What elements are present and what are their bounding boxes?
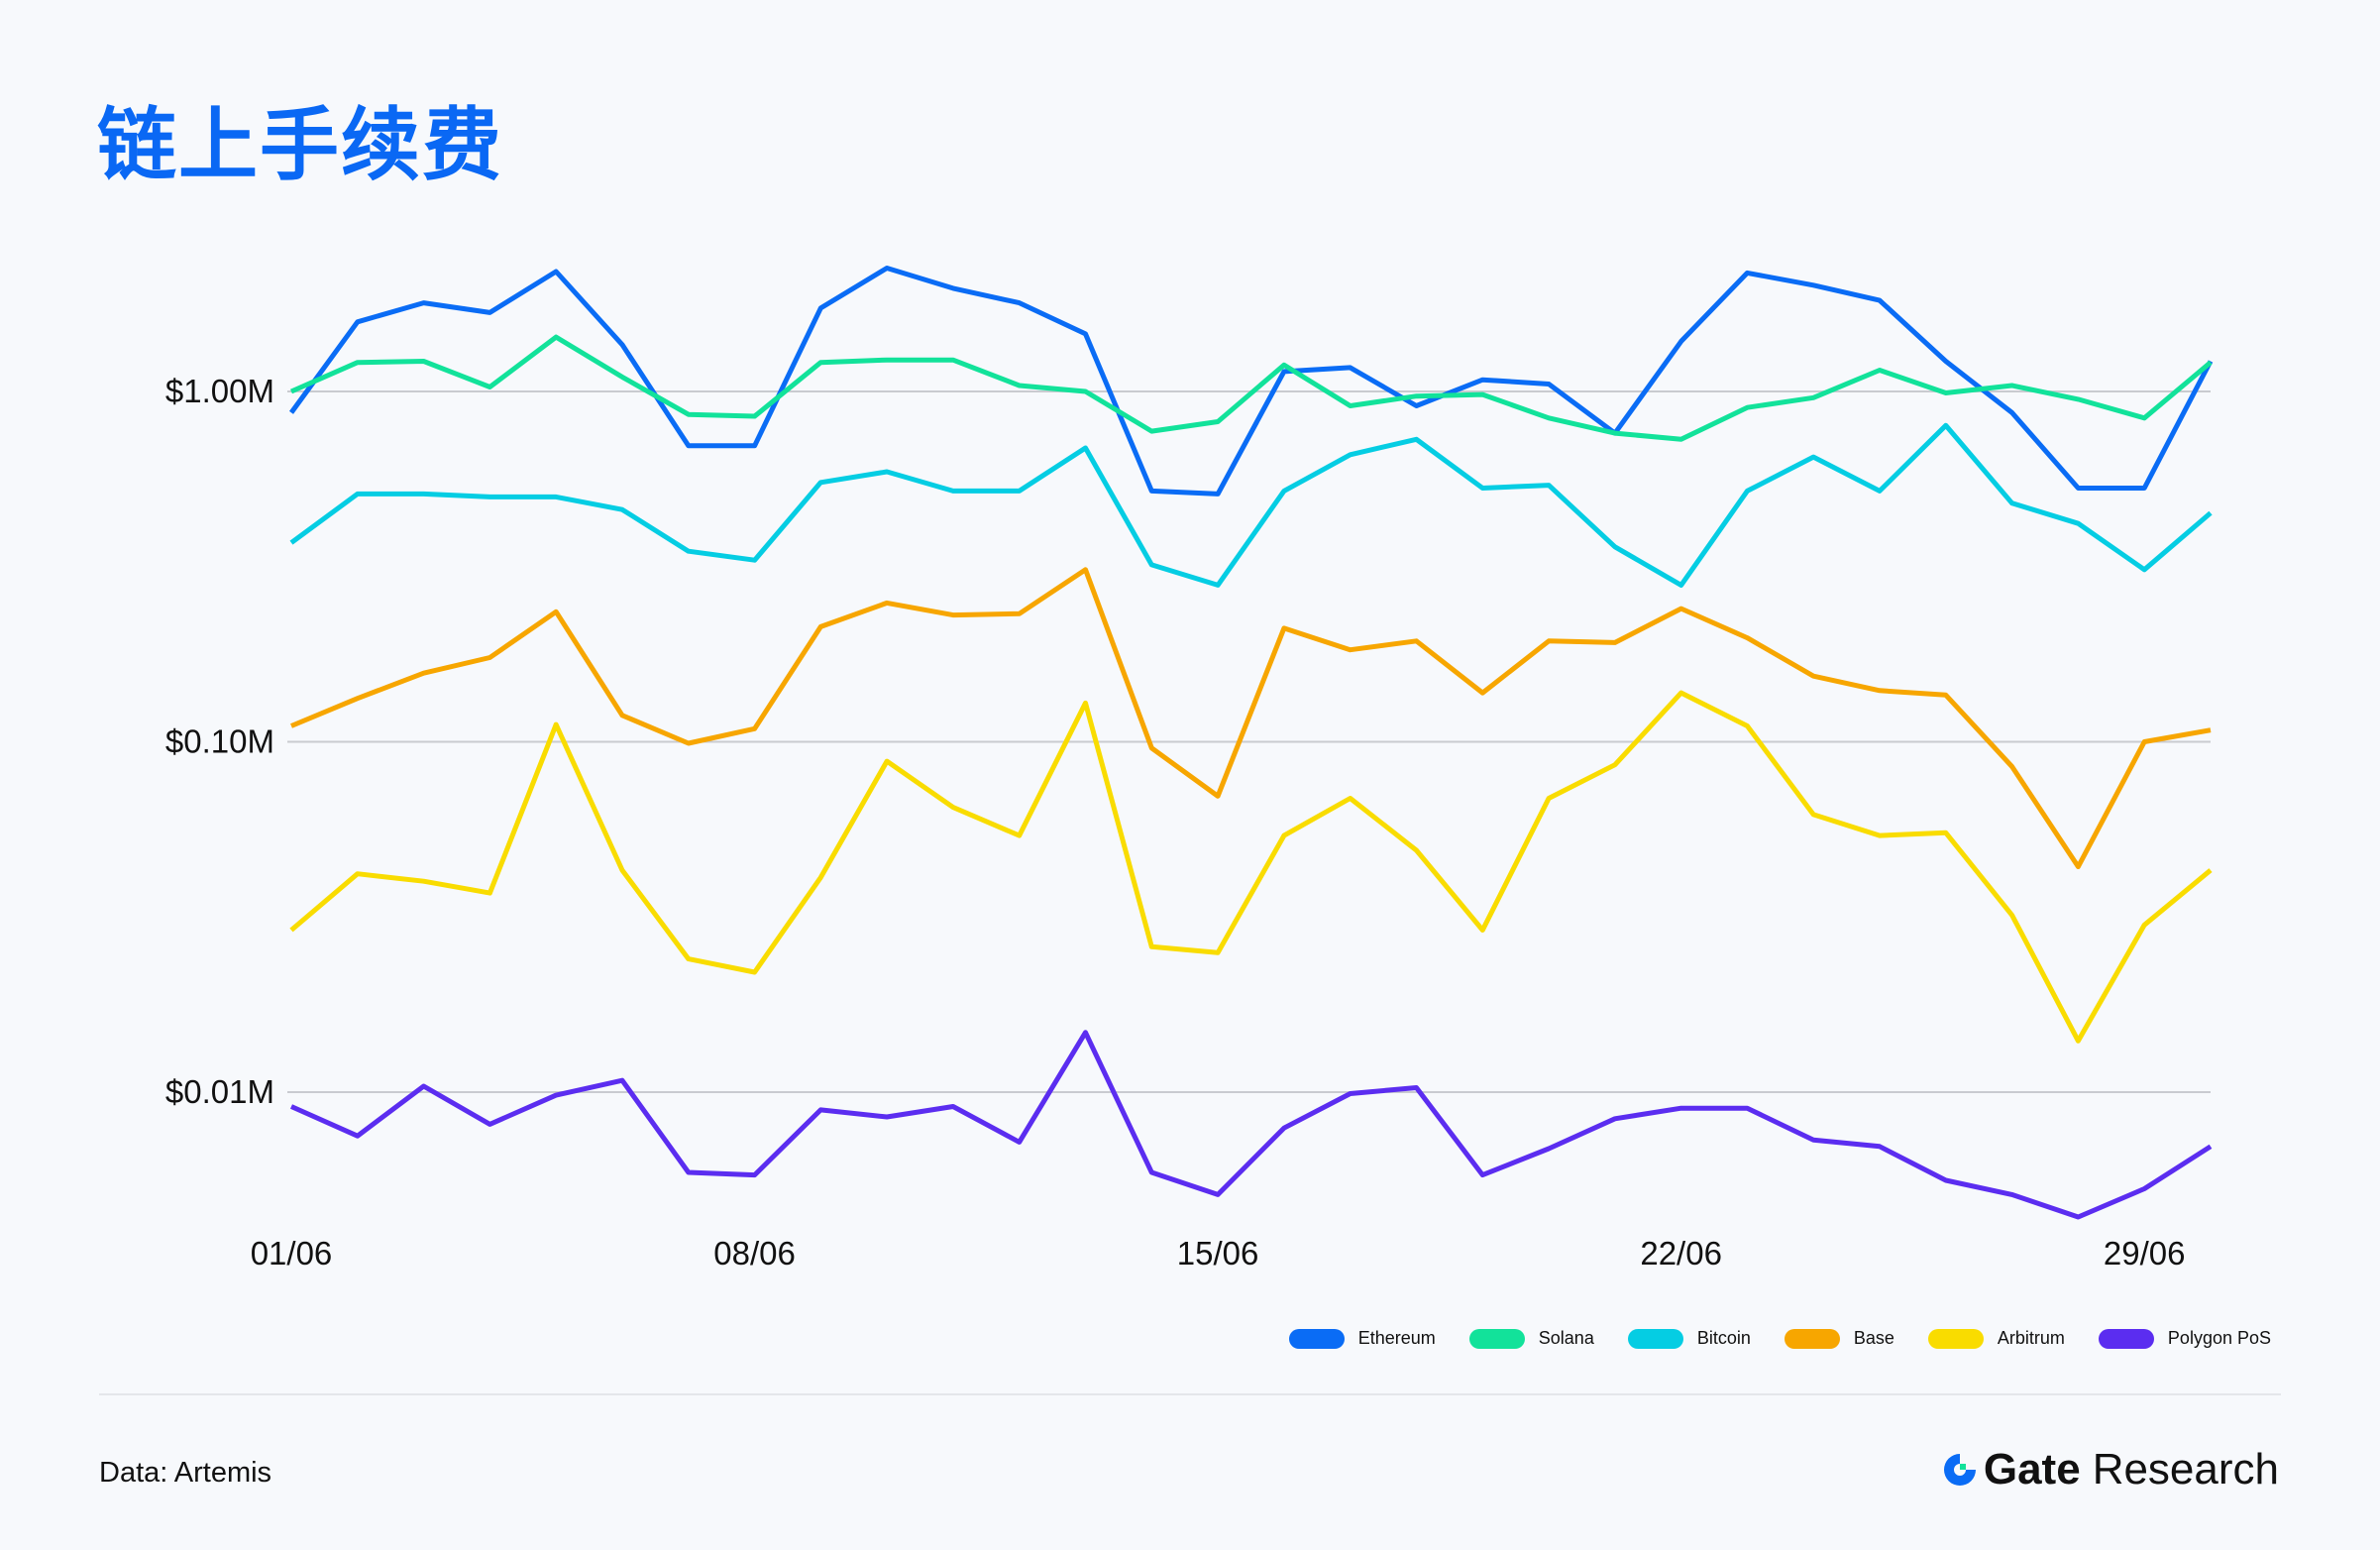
y-tick-label: $0.10M: [165, 723, 274, 760]
legend-swatch: [1288, 1328, 1345, 1349]
series-line: [289, 334, 2213, 442]
series-line: [289, 422, 2213, 588]
x-tick-label: 15/06: [1177, 1235, 1259, 1272]
legend-swatch: [1784, 1328, 1840, 1349]
y-tick-label: $0.01M: [165, 1073, 274, 1110]
series-line: [289, 1030, 2213, 1220]
x-tick-label: 08/06: [713, 1235, 796, 1272]
legend-item: Bitcoin: [1627, 1328, 1751, 1349]
legend-swatch: [1927, 1328, 1984, 1349]
legend-label: Ethereum: [1357, 1328, 1436, 1348]
series-line: [290, 567, 2212, 869]
legend-label: Polygon PoS: [2167, 1328, 2271, 1348]
legend-item: Polygon PoS: [2098, 1328, 2271, 1349]
legend-label: Base: [1853, 1328, 1894, 1348]
y-tick-label: $1.00M: [165, 373, 274, 409]
x-tick-label: 22/06: [1640, 1235, 1722, 1272]
legend-label: Arbitrum: [1997, 1328, 2065, 1348]
x-tick-label: 01/06: [251, 1235, 333, 1272]
line-chart: $1.00M $0.10M $0.01M 01/06 08/06 15/06 22/06 29…: [165, 266, 2214, 1272]
data-source: Data: Artemis: [99, 1457, 272, 1489]
x-tick-label: 29/06: [2104, 1235, 2186, 1272]
legend-swatch: [2098, 1328, 2154, 1349]
series-bitcoin: [289, 422, 2213, 588]
series-base: [290, 567, 2212, 869]
legend-swatch: [1468, 1328, 1525, 1349]
legend-label: Bitcoin: [1696, 1328, 1751, 1348]
chart-title: 链上手续费: [97, 99, 503, 191]
brand-logo: Gate Research: [1940, 1445, 2279, 1495]
legend-label: Solana: [1538, 1328, 1594, 1348]
gate-logo-icon: [1943, 1454, 1976, 1486]
legend-item: Base: [1784, 1328, 1894, 1349]
legend-item: Ethereum: [1288, 1328, 1436, 1349]
legend-item: Solana: [1468, 1328, 1594, 1349]
divider: [99, 1393, 2281, 1395]
series-line: [288, 266, 2214, 497]
series-ethereum: [288, 266, 2214, 497]
legend-swatch: [1627, 1328, 1683, 1349]
chart-legend: Ethereum Solana Bitcoin Base Arbitrum Polygon…: [1288, 1328, 2271, 1349]
series-solana: [289, 334, 2213, 442]
brand-suffix: Research: [2092, 1445, 2279, 1494]
series-polygon-pos: [289, 1030, 2213, 1220]
series-line: [289, 690, 2213, 1044]
brand-name: Gate: [1983, 1445, 2081, 1494]
legend-item: Arbitrum: [1927, 1328, 2065, 1349]
series-arbitrum: [289, 690, 2213, 1044]
